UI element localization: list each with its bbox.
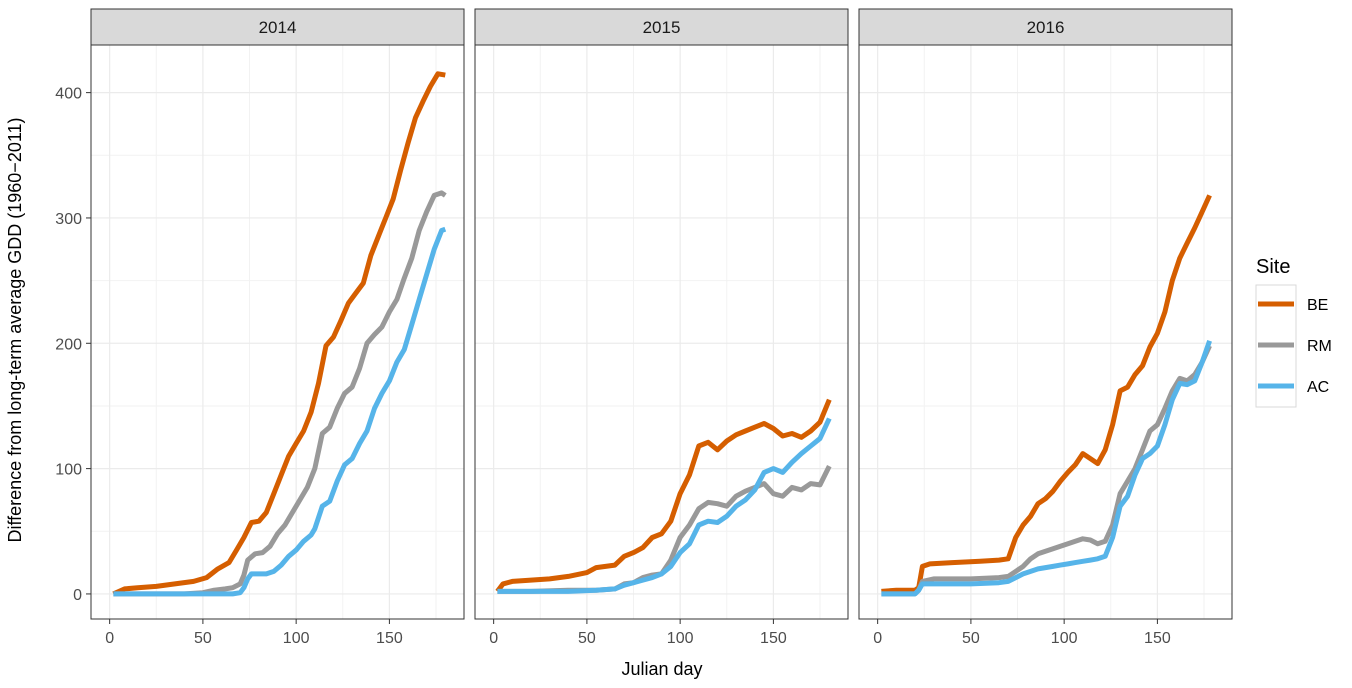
- plot-background: [91, 45, 464, 619]
- series-line-BE: [881, 194, 1212, 594]
- x-tick-label: 50: [578, 630, 596, 647]
- plot-background: [475, 45, 848, 619]
- plot-background: [859, 45, 1232, 619]
- legend-items: BE RM AC: [1258, 297, 1332, 396]
- facet-panel-2015: 2015 0 50 100 150: [474, 8, 849, 647]
- plot-border: [474, 44, 849, 620]
- facet-strip-label: 2015: [643, 18, 681, 37]
- facet-strip-label: 2016: [1027, 18, 1065, 37]
- legend: Site BE RM AC: [1255, 256, 1332, 408]
- y-tick-label: 300: [55, 211, 82, 228]
- series-line-BE: [112, 71, 446, 597]
- series-line-RM: [113, 190, 447, 597]
- x-tick-label: 0: [105, 630, 114, 647]
- facet-panel-2016: 2016 0 50 100 150: [858, 8, 1233, 647]
- x-axis-title: Julian day: [621, 659, 702, 679]
- legend-title: Site: [1256, 256, 1290, 278]
- y-axis-title: Difference from long-term average GDD (1…: [5, 117, 25, 542]
- x-tick-label: 150: [760, 630, 787, 647]
- y-tick-label: 0: [73, 587, 82, 604]
- series-line-RM: [881, 344, 1212, 597]
- x-tick-label: 100: [283, 630, 310, 647]
- x-tick-label: 150: [376, 630, 403, 647]
- x-tick-label: 0: [873, 630, 882, 647]
- y-tick-label: 400: [55, 86, 82, 103]
- facet-panel-2014: 2014 0 50 100 150 0 100 200 300 400: [55, 8, 465, 647]
- facet-strip: [474, 8, 849, 46]
- x-tick-label: 150: [1144, 630, 1171, 647]
- plot-border: [858, 44, 1233, 620]
- facet-strip: [90, 8, 465, 46]
- y-tick-label: 200: [55, 336, 82, 353]
- x-tick-label: 0: [489, 630, 498, 647]
- series-line-AC: [113, 226, 447, 597]
- x-tick-label: 50: [962, 630, 980, 647]
- legend-label-AC: AC: [1307, 379, 1329, 396]
- legend-label-RM: RM: [1307, 338, 1332, 355]
- x-tick-label: 50: [194, 630, 212, 647]
- plot-border: [90, 44, 465, 620]
- y-tick-label: 100: [55, 462, 82, 479]
- series-line-AC: [497, 417, 832, 594]
- x-tick-label: 100: [667, 630, 694, 647]
- series-line-BE: [495, 398, 832, 593]
- facet-strip-label: 2014: [259, 18, 297, 37]
- x-tick-label: 100: [1051, 630, 1078, 647]
- series-line-AC: [881, 339, 1212, 597]
- legend-label-BE: BE: [1307, 297, 1328, 314]
